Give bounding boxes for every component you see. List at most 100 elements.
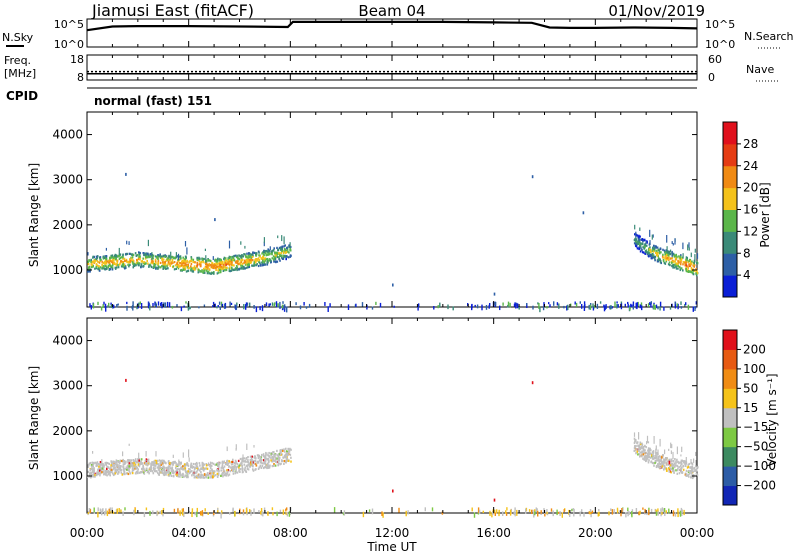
- velocity-scatter-point: [639, 455, 641, 458]
- velocity-near-range-point: [540, 510, 542, 514]
- velocity-scatter-point: [222, 475, 224, 478]
- power-scatter-point: [277, 252, 280, 255]
- velocity-near-range-point: [260, 508, 263, 512]
- velocity-near-range-point: [660, 510, 662, 517]
- power-scatter-point: [671, 261, 673, 264]
- velocity-scatter-point: [182, 472, 184, 475]
- power-scatter-point: [199, 261, 202, 264]
- power-scatter-point: [656, 254, 659, 257]
- velocity-scatter-point: [134, 463, 137, 466]
- velocity-near-range-point: [648, 509, 650, 516]
- velocity-scatter-point: [113, 466, 115, 469]
- power-scatter-point: [248, 260, 250, 263]
- velocity-scatter-point: [209, 466, 212, 470]
- power-scatter-point: [109, 256, 111, 259]
- velocity-scatter-point: [175, 466, 177, 469]
- velocity-scatter-point: [169, 465, 171, 468]
- velocity-scatter-point: [155, 463, 158, 466]
- velocity-scatter-point: [116, 463, 119, 466]
- power-near-range-point: [650, 303, 652, 308]
- velocity-near-range-point: [162, 507, 165, 511]
- velocity-scatter-point: [214, 470, 216, 473]
- power-scatter-point: [162, 267, 165, 270]
- velocity-near-range-point: [89, 508, 92, 514]
- velocity-scatter-point: [271, 460, 274, 463]
- power-scatter-point: [667, 258, 669, 261]
- velocity-near-range-point: [116, 508, 118, 514]
- velocity-near-range-point: [657, 508, 659, 512]
- velocity-scatter-point: [87, 475, 89, 478]
- power-near-range-point: [647, 303, 650, 307]
- velocity-scatter-point: [99, 461, 102, 464]
- power-scatter-point: [225, 261, 227, 265]
- velocity-near-range-point: [611, 509, 614, 515]
- power-scatter-point: [108, 263, 111, 266]
- power-near-range-point: [275, 301, 278, 308]
- velocity-near-range-point: [102, 508, 104, 512]
- power-scatter-point: [165, 259, 167, 262]
- power-near-range-point: [624, 303, 626, 307]
- power-near-range-point: [379, 302, 382, 308]
- power-scatter-point: [252, 254, 254, 257]
- power-scatter-point: [676, 255, 678, 258]
- velocity-near-range-point: [173, 508, 176, 513]
- velocity-scatter-point: [111, 469, 114, 472]
- power-near-range-point: [189, 306, 191, 310]
- velocity-scatter-point: [159, 466, 161, 469]
- power-scatter-point: [693, 265, 695, 268]
- velocity-near-range-point: [120, 509, 122, 513]
- velocity-scatter-point: [253, 445, 255, 448]
- velocity-scatter-point: [109, 468, 111, 471]
- power-near-range-point: [538, 303, 540, 309]
- power-scatter-point: [207, 259, 209, 262]
- velocity-scatter-point: [191, 470, 193, 473]
- velocity-scatter-point: [158, 464, 160, 467]
- velocity-scatter-point: [180, 461, 182, 465]
- power-near-range-point: [216, 306, 218, 309]
- velocity-scatter-point: [152, 462, 155, 465]
- velocity-scatter-point: [253, 462, 256, 465]
- velocity-scatter-point: [170, 462, 173, 465]
- velocity-scatter-point: [670, 450, 672, 455]
- velocity-scatter-point: [226, 469, 228, 472]
- velocity-scatter-point: [672, 451, 674, 460]
- power-near-range-point: [255, 306, 258, 313]
- velocity-scatter-point: [288, 450, 291, 453]
- power-scatter-point: [272, 255, 275, 258]
- velocity-scatter-point: [224, 472, 227, 475]
- power-scatter-point: [174, 256, 176, 259]
- power-scatter-point: [121, 263, 124, 266]
- power-near-range-point: [279, 301, 281, 308]
- power-scatter-point: [112, 257, 115, 260]
- power-scatter-point: [192, 270, 194, 273]
- velocity-scatter-point: [217, 462, 219, 465]
- power-near-range-point: [282, 301, 284, 304]
- velocity-scatter-point: [250, 457, 253, 460]
- power-scatter-point: [93, 255, 95, 258]
- power-scatter-point: [124, 266, 127, 269]
- velocity-scatter-point: [190, 462, 192, 465]
- power-scatter-point: [170, 261, 173, 264]
- velocity-near-range-point: [581, 509, 583, 513]
- velocity-scatter-point: [113, 467, 115, 470]
- velocity-scatter-point: [278, 456, 281, 459]
- velocity-scatter-point: [255, 464, 258, 467]
- velocity-scatter-point: [162, 468, 164, 472]
- power-scatter-point: [288, 251, 290, 254]
- velocity-scatter-point: [264, 466, 267, 469]
- power-scatter-point: [659, 248, 662, 251]
- power-scatter-point: [685, 269, 687, 272]
- velocity-scatter-point: [169, 472, 172, 475]
- power-scatter-point: [226, 262, 229, 265]
- velocity-scatter-point: [210, 474, 212, 477]
- power-scatter-point: [92, 264, 94, 267]
- power-near-range-point: [108, 302, 110, 307]
- velocity-scatter-point: [141, 471, 144, 474]
- power-scatter-point: [159, 266, 162, 269]
- power-scatter-point: [184, 267, 187, 270]
- power-scatter-point: [152, 257, 154, 260]
- velocity-near-range-point: [644, 511, 646, 515]
- velocity-scatter-point: [118, 468, 121, 471]
- velocity-near-range-point: [598, 509, 600, 512]
- power-scatter-point: [90, 258, 92, 261]
